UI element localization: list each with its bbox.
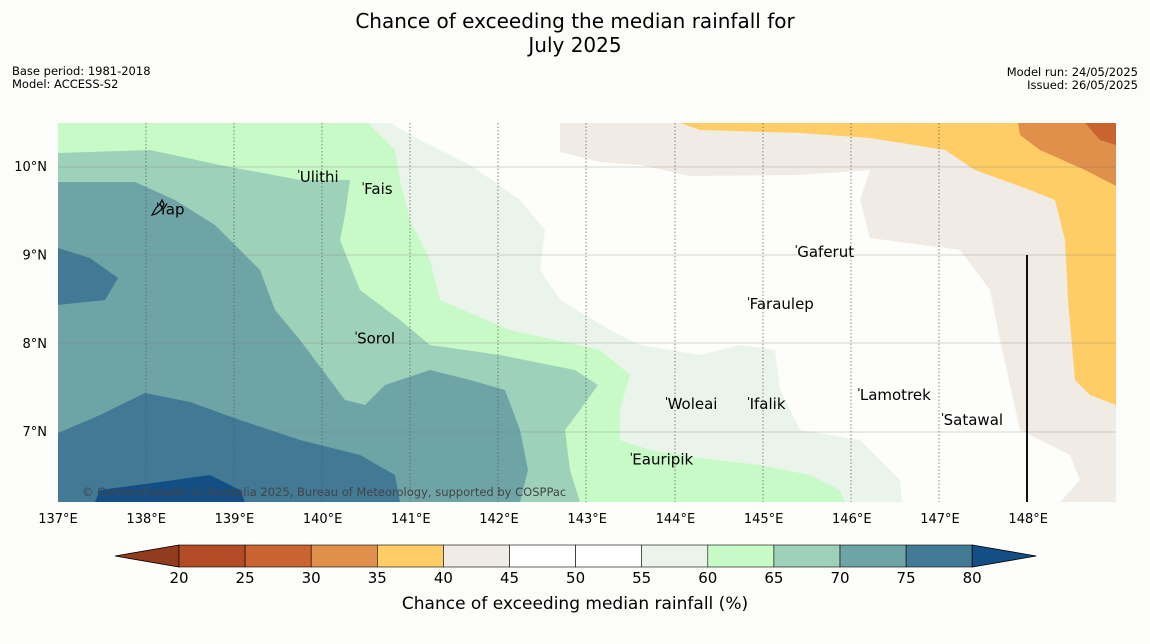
lon-tick-labels: 137°E 138°E 139°E 140°E 141°E 142°E 143°E 144°E… (38, 512, 1048, 527)
place-labels: Yap Ulithi Fais Gaferut Faraulep Sorol Lamotre… (157, 168, 1003, 469)
title-line-2: July 2025 (528, 33, 622, 57)
place-label: Faraulep (750, 295, 814, 313)
lat-tick-label: 8°N (23, 337, 48, 352)
colorbar-bin-65_70 (773, 544, 841, 568)
colorbar-bin-60_65 (707, 544, 775, 568)
colorbar-tick-label: 60 (698, 569, 717, 587)
contour-layer (58, 123, 1116, 502)
model-name: Model: ACCESS-S2 (12, 77, 119, 91)
place-label: Woleai (668, 395, 718, 413)
place-label: Sorol (357, 330, 395, 348)
colorbar-tick-label: 75 (897, 569, 916, 587)
colorbar-tick-label: 45 (500, 569, 519, 587)
lat-gridlines (58, 166, 1116, 433)
yap-island-shape (150, 198, 165, 216)
lon-tick-label: 139°E (215, 512, 255, 527)
colorbar-tick-label: 35 (368, 569, 387, 587)
colorbar-label: Chance of exceeding median rainfall (%) (401, 594, 749, 614)
lon-tick-label: 144°E (656, 512, 696, 527)
colorbar-tick-label: 40 (434, 569, 453, 587)
place-label: Fais (364, 180, 393, 198)
map-title: Chance of exceeding the median rainfall … (0, 9, 1150, 57)
place-label: Yap (158, 201, 185, 219)
lon-tick-label: 145°E (744, 512, 784, 527)
model-run: Model run: 24/05/2025 (1006, 65, 1138, 79)
place-label: Ulithi (300, 168, 339, 186)
colorbar-tick-label: 25 (236, 569, 255, 587)
lat-tick-label: 7°N (23, 425, 48, 440)
colorbar-extension-high (971, 544, 1037, 568)
lon-tick-label: 146°E (832, 512, 872, 527)
band-above-80 (95, 475, 245, 502)
colorbar-tick-label: 70 (830, 569, 849, 587)
meta-right: Model run: 24/05/2025 Issued: 26/05/2025 (1007, 66, 1138, 92)
band-30-35 (1018, 123, 1116, 186)
colorbar-tick-label: 80 (963, 569, 982, 587)
lon-tick-label: 137°E (38, 512, 78, 527)
lon-tick-label: 143°E (567, 512, 607, 527)
band-40-45 (560, 123, 1116, 502)
colorbar-extension-low (114, 544, 180, 568)
colorbar-bin-50_55 (575, 544, 642, 568)
lon-tick-label: 140°E (303, 512, 343, 527)
colorbar-tick-label: 50 (566, 569, 585, 587)
band-75-80 (58, 248, 400, 502)
band-25-30 (1085, 123, 1116, 145)
place-label: Lamotrek (860, 386, 931, 404)
colorbar-bin-30_35 (310, 544, 378, 568)
place-label: Gaferut (797, 243, 854, 261)
copyright-text: © Commonwealth of Australia 2025, Bureau… (82, 485, 566, 499)
colorbar-tick-label: 65 (764, 569, 783, 587)
gridlines (145, 123, 940, 502)
band-45-55-spot (785, 187, 812, 197)
colorbar-tick-label: 20 (169, 569, 188, 587)
lat-tick-label: 10°N (14, 160, 47, 175)
colorbar-bin-55_60 (641, 544, 709, 568)
colorbar-bin-75_80 (905, 544, 973, 568)
lon-tick-label: 138°E (126, 512, 166, 527)
base-period: Base period: 1981-2018 (12, 64, 151, 78)
place-label: Satawal (944, 411, 1003, 429)
lon-tick-label: 148°E (1008, 512, 1048, 527)
issued-date: Issued: 26/05/2025 (1027, 78, 1138, 92)
colorbar-bin-40_45 (443, 544, 510, 568)
colorbar-tick-label: 55 (632, 569, 651, 587)
place-label: Ifalik (750, 395, 786, 413)
band-45-55-island (688, 282, 745, 320)
colorbar: 20 25 30 35 40 45 50 55 60 65 70 75 80 (114, 544, 1037, 587)
colorbar-bin-35_40 (376, 544, 444, 568)
colorbar-bin-25_30 (244, 544, 312, 568)
meta-left: Base period: 1981-2018 Model: ACCESS-S2 (12, 65, 151, 91)
lat-tick-labels: 10°N 9°N 8°N 7°N (14, 160, 47, 440)
colorbar-tick-label: 30 (302, 569, 321, 587)
lon-tick-label: 141°E (391, 512, 431, 527)
lon-tick-label: 147°E (920, 512, 960, 527)
title-line-1: Chance of exceeding the median rainfall … (355, 9, 795, 33)
colorbar-bin-70_75 (839, 544, 907, 568)
colorbar-bin-20_25 (178, 544, 246, 568)
lon-tick-label: 142°E (479, 512, 519, 527)
lat-tick-label: 9°N (23, 248, 48, 263)
colorbar-bin-45_50 (509, 544, 576, 568)
place-label: Eauripik (632, 451, 693, 469)
